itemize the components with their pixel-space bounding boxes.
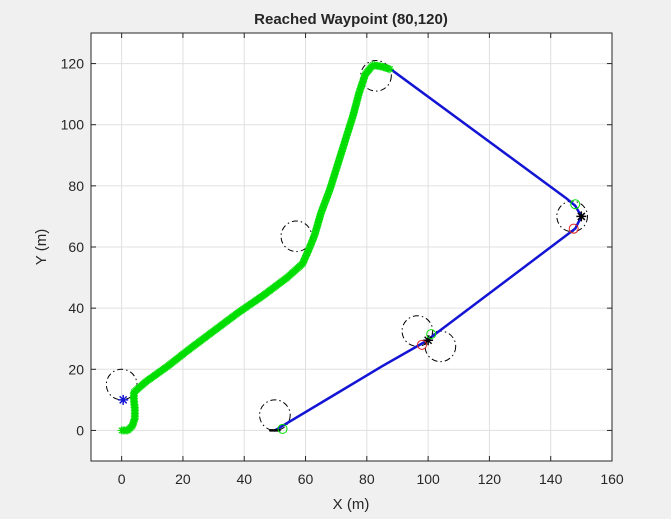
x-tick-label: 0 bbox=[118, 471, 126, 487]
traveled-marker bbox=[309, 234, 318, 243]
traveled-marker bbox=[299, 258, 308, 267]
y-tick-label: 60 bbox=[68, 239, 84, 255]
planned-path-line bbox=[273, 68, 583, 432]
traveled-marker bbox=[305, 244, 314, 253]
traveled-path-markers bbox=[117, 61, 395, 435]
y-tick-label: 80 bbox=[68, 178, 84, 194]
traveled-marker bbox=[302, 251, 311, 260]
traveled-marker bbox=[321, 196, 330, 205]
traveled-marker bbox=[319, 202, 328, 211]
x-tick-label: 60 bbox=[298, 471, 314, 487]
x-tick-label: 40 bbox=[236, 471, 252, 487]
traveled-marker bbox=[300, 254, 309, 263]
traveled-marker bbox=[302, 250, 311, 259]
traveled-marker bbox=[324, 187, 333, 196]
traveled-marker bbox=[316, 209, 325, 218]
traveled-marker bbox=[322, 194, 331, 203]
plot-area bbox=[105, 60, 588, 435]
traveled-marker bbox=[298, 259, 307, 268]
traveled-marker bbox=[317, 206, 326, 215]
traveled-marker bbox=[299, 257, 308, 266]
waypoint-marker bbox=[576, 211, 587, 222]
obstacle-marker bbox=[416, 339, 427, 350]
x-tick-label: 80 bbox=[359, 471, 375, 487]
y-tick-label: 20 bbox=[68, 361, 84, 377]
traveled-marker bbox=[305, 243, 314, 252]
y-tick-label: 120 bbox=[61, 56, 85, 72]
traveled-marker bbox=[325, 186, 334, 195]
waypoint-marker bbox=[423, 335, 434, 346]
goal-marker bbox=[426, 329, 437, 340]
x-tick-label: 160 bbox=[600, 471, 624, 487]
obstacle-marker bbox=[568, 223, 579, 234]
traveled-marker bbox=[324, 189, 333, 198]
traveled-marker bbox=[386, 65, 395, 74]
traveled-marker bbox=[318, 205, 327, 214]
x-tick-label: 100 bbox=[416, 471, 440, 487]
y-tick-label: 0 bbox=[76, 422, 84, 438]
goal-marker bbox=[277, 423, 288, 434]
y-axis-label: Y (m) bbox=[33, 229, 50, 265]
x-axis-label: X (m) bbox=[333, 496, 370, 513]
chart-title: Reached Waypoint (80,120) bbox=[254, 11, 448, 28]
traveled-marker bbox=[307, 237, 316, 246]
traveled-marker bbox=[306, 240, 315, 249]
traveled-marker bbox=[307, 239, 316, 248]
traveled-marker bbox=[308, 236, 317, 245]
traveled-marker bbox=[309, 233, 318, 242]
traveled-marker bbox=[310, 232, 319, 241]
traveled-marker bbox=[320, 200, 329, 209]
traveled-marker bbox=[304, 246, 313, 255]
obstacle-circle bbox=[360, 60, 392, 92]
traveled-marker bbox=[300, 255, 309, 264]
y-tick-label: 40 bbox=[68, 300, 84, 316]
traveled-marker bbox=[303, 247, 312, 256]
traveled-marker bbox=[321, 197, 330, 206]
traveled-marker bbox=[323, 192, 332, 201]
traveled-marker bbox=[317, 207, 326, 216]
traveled-marker bbox=[301, 252, 310, 261]
tick-labels: 0 20 40 60 80 100 120 140 160 0 20 40 60 80 100 120 bbox=[61, 33, 624, 487]
y-tick-label: 100 bbox=[61, 117, 85, 133]
traveled-marker bbox=[320, 199, 329, 208]
x-tick-label: 20 bbox=[175, 471, 191, 487]
traveled-marker bbox=[323, 190, 332, 199]
traveled-marker bbox=[303, 248, 312, 257]
x-tick-label: 120 bbox=[478, 471, 502, 487]
robot-marker bbox=[118, 394, 129, 405]
traveled-marker bbox=[306, 241, 315, 250]
goal-marker bbox=[570, 199, 581, 210]
traveled-marker bbox=[322, 193, 331, 202]
x-tick-label: 140 bbox=[539, 471, 563, 487]
traveled-marker bbox=[319, 203, 328, 212]
